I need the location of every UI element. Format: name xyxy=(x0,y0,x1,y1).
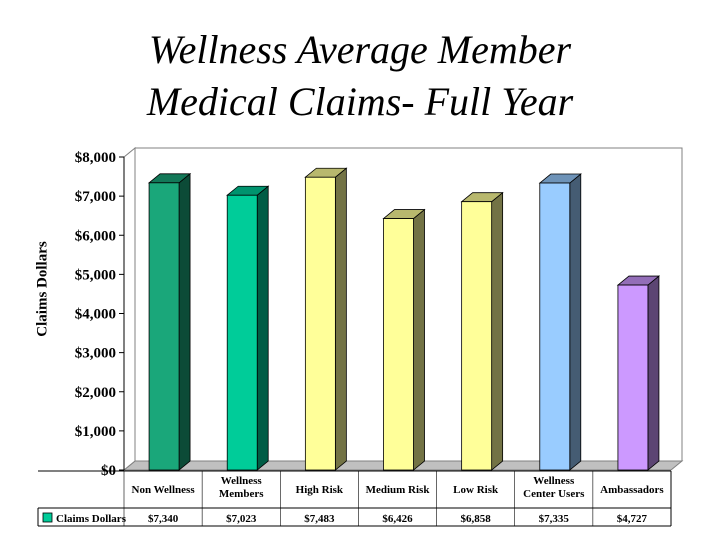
x-category-label: Non Wellness xyxy=(132,484,196,496)
chart-title-line2: Medical Claims- Full Year xyxy=(146,79,574,124)
legend-label: Claims Dollars xyxy=(56,513,127,525)
legend-swatch xyxy=(42,512,53,523)
bar xyxy=(226,194,258,471)
y-tick-label: $4,000 xyxy=(75,307,116,323)
x-category-label: Ambassadors xyxy=(600,484,664,496)
y-tick-label: $7,000 xyxy=(75,189,116,205)
table-value-label: $7,335 xyxy=(539,513,570,525)
bar xyxy=(383,218,414,471)
table-value-label: $4,727 xyxy=(617,513,648,525)
y-tick-label: $5,000 xyxy=(75,267,116,283)
bar xyxy=(617,284,649,471)
bar xyxy=(461,201,493,471)
table-value-label: $7,023 xyxy=(226,513,257,525)
bar-side xyxy=(413,208,425,471)
bar-side xyxy=(178,172,191,471)
x-category-label: Center Users xyxy=(523,488,585,500)
bar-side xyxy=(334,167,347,471)
x-category-label: Medium Risk xyxy=(366,484,431,496)
bar-side xyxy=(256,185,269,471)
y-tick-label: $8,000 xyxy=(75,150,116,166)
y-tick-label: $3,000 xyxy=(75,346,116,362)
x-category-label: High Risk xyxy=(296,484,344,496)
y-tick-label: $1,000 xyxy=(75,424,116,440)
table-value-label: $6,426 xyxy=(382,513,413,525)
table-value-label: $7,483 xyxy=(304,513,335,525)
chart-title-line1: Wellness Average Member xyxy=(148,27,572,72)
bar xyxy=(539,182,571,471)
table-value-label: $6,858 xyxy=(461,513,492,525)
x-category-label: Low Risk xyxy=(453,484,499,496)
table-value-label: $7,340 xyxy=(148,513,179,525)
bar-side xyxy=(569,173,582,471)
bar-side xyxy=(647,275,660,471)
bar xyxy=(304,176,336,471)
x-category-label: Wellness xyxy=(221,475,263,487)
x-category-label: Members xyxy=(219,488,264,500)
chart-side-wall xyxy=(123,146,136,472)
bar xyxy=(148,182,180,471)
bar-side xyxy=(491,191,504,471)
x-category-label: Wellness xyxy=(533,475,575,487)
y-tick-label: $2,000 xyxy=(75,385,116,401)
y-tick-label: $6,000 xyxy=(75,228,116,244)
